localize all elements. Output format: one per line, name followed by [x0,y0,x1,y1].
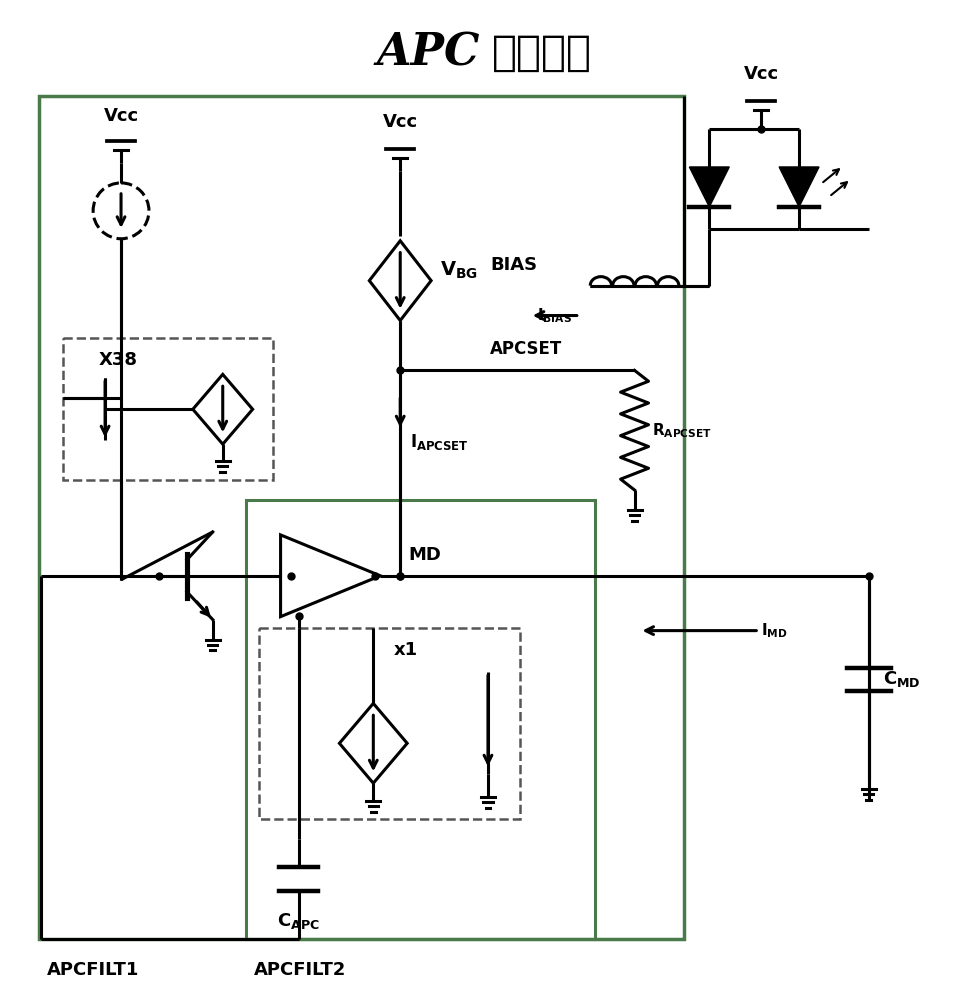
Text: Vcc: Vcc [743,65,779,83]
Text: $\mathbf{C_{APC}}$: $\mathbf{C_{APC}}$ [277,911,320,931]
Bar [39,96,684,939]
Text: MD: MD [408,546,441,564]
Text: $\mathbf{R_{APCSET}}$: $\mathbf{R_{APCSET}}$ [652,421,713,440]
Text: $\mathbf{I_{APCSET}}$: $\mathbf{I_{APCSET}}$ [410,432,468,452]
Text: $\mathbf{C_{MD}}$: $\mathbf{C_{MD}}$ [883,669,921,689]
Text: $\mathbf{I_{BIAS}}$: $\mathbf{I_{BIAS}}$ [536,306,572,325]
Polygon shape [779,167,819,207]
Text: BIAS: BIAS [490,256,537,274]
Text: 闭环电路: 闭环电路 [492,32,592,74]
Text: $\mathbf{I_{MD}}$: $\mathbf{I_{MD}}$ [762,621,787,640]
Bar [245,500,595,939]
Text: Vcc: Vcc [103,107,139,125]
Text: $\mathbf{V_{BG}}$: $\mathbf{V_{BG}}$ [440,260,478,281]
Text: APC: APC [376,32,480,75]
Text: APCSET: APCSET [490,340,562,358]
Text: APCFILT1: APCFILT1 [47,961,140,979]
Text: x1: x1 [394,641,419,659]
Text: Vcc: Vcc [382,113,418,131]
Text: X38: X38 [99,351,138,369]
Bar [259,628,520,819]
Bar [63,338,273,480]
Polygon shape [690,167,729,207]
Text: APCFILT2: APCFILT2 [254,961,346,979]
